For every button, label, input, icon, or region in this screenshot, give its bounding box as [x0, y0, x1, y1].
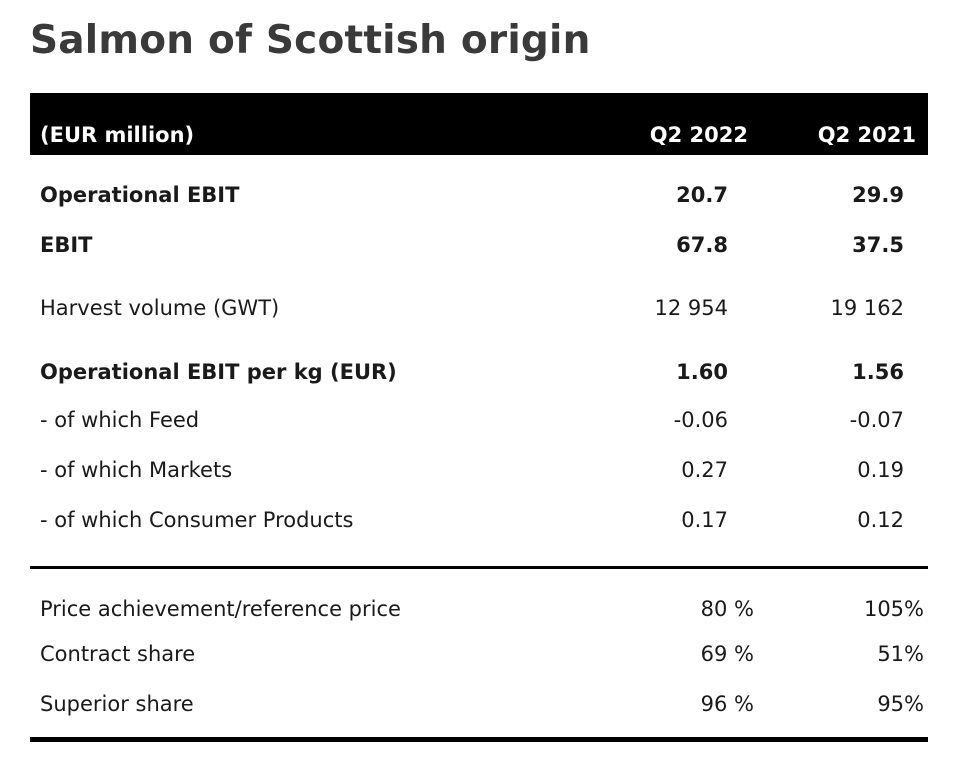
- page-title: Salmon of Scottish origin: [30, 18, 591, 63]
- table-row: - of which Consumer Products 0.17 0.12: [30, 508, 928, 538]
- row-value-q2-2021: 105%: [864, 597, 924, 621]
- row-label: Superior share: [40, 692, 194, 716]
- row-label: Contract share: [40, 642, 195, 666]
- table-bottom-rule: [30, 737, 928, 742]
- table-row: Harvest volume (GWT) 12 954 19 162: [30, 296, 928, 326]
- row-label: - of which Consumer Products: [40, 508, 353, 532]
- row-value-q2-2021: -0.07: [850, 408, 904, 432]
- row-value-q2-2022: 96 %: [701, 692, 754, 716]
- row-value-q2-2021: 0.12: [857, 508, 904, 532]
- row-value-q2-2021: 37.5: [852, 233, 904, 257]
- table-row: - of which Markets 0.27 0.19: [30, 458, 928, 488]
- row-label: Operational EBIT per kg (EUR): [40, 360, 397, 384]
- row-label: Harvest volume (GWT): [40, 296, 279, 320]
- row-value-q2-2022: 1.60: [676, 360, 728, 384]
- table-row: - of which Feed -0.06 -0.07: [30, 408, 928, 438]
- row-value-q2-2021: 95%: [877, 692, 924, 716]
- row-label: - of which Feed: [40, 408, 199, 432]
- row-value-q2-2021: 1.56: [852, 360, 904, 384]
- row-value-q2-2022: -0.06: [674, 408, 728, 432]
- row-label: - of which Markets: [40, 458, 232, 482]
- table-header: (EUR million) Q2 2022 Q2 2021: [30, 93, 928, 155]
- header-unit-label: (EUR million): [40, 123, 194, 147]
- table-row: Contract share 69 % 51%: [30, 642, 928, 672]
- row-value-q2-2022: 69 %: [701, 642, 754, 666]
- table-row: Operational EBIT per kg (EUR) 1.60 1.56: [30, 360, 928, 390]
- row-label: Price achievement/reference price: [40, 597, 401, 621]
- row-value-q2-2022: 0.17: [681, 508, 728, 532]
- row-value-q2-2021: 19 162: [831, 296, 904, 320]
- row-label: Operational EBIT: [40, 183, 239, 207]
- header-col-q2-2021: Q2 2021: [818, 123, 916, 147]
- section-divider: [30, 566, 928, 569]
- table-row: Superior share 96 % 95%: [30, 692, 928, 722]
- row-value-q2-2022: 67.8: [676, 233, 728, 257]
- row-value-q2-2021: 0.19: [857, 458, 904, 482]
- header-col-q2-2022: Q2 2022: [650, 123, 748, 147]
- row-value-q2-2021: 51%: [877, 642, 924, 666]
- table-row: Price achievement/reference price 80 % 1…: [30, 597, 928, 627]
- row-value-q2-2022: 0.27: [681, 458, 728, 482]
- table-row: Operational EBIT 20.7 29.9: [30, 183, 928, 213]
- table-row: EBIT 67.8 37.5: [30, 233, 928, 263]
- row-value-q2-2021: 29.9: [852, 183, 904, 207]
- row-value-q2-2022: 12 954: [655, 296, 728, 320]
- row-value-q2-2022: 80 %: [701, 597, 754, 621]
- row-value-q2-2022: 20.7: [676, 183, 728, 207]
- row-label: EBIT: [40, 233, 93, 257]
